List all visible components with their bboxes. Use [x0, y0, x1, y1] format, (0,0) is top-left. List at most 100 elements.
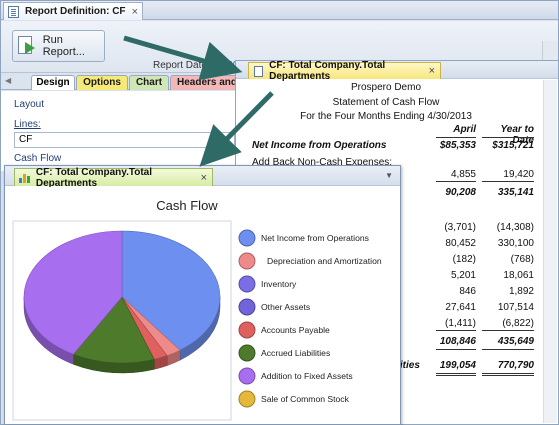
net-income-ytd: $315,721	[492, 140, 534, 151]
legend-marker	[238, 298, 256, 316]
row-ytd: (6,822)	[502, 318, 534, 329]
tab-chart[interactable]: Chart	[129, 75, 169, 90]
statement-body: Prospero Demo Statement of Cash Flow For…	[236, 79, 558, 424]
legend-marker	[238, 252, 256, 270]
row-april: 5,201	[450, 270, 476, 281]
row-april: (3,701)	[444, 222, 476, 233]
legend-marker	[238, 321, 256, 339]
row-april: (182)	[452, 254, 476, 265]
pie-slice[interactable]	[72, 296, 155, 364]
chevron-down-icon[interactable]: ▼	[385, 171, 393, 180]
tab-report-definition-label: Report Definition: CF	[25, 6, 126, 17]
row-ytd: 19,420	[503, 169, 534, 180]
pie-slice[interactable]	[23, 230, 123, 355]
company-name: Prospero Demo	[350, 82, 422, 93]
chart-area: Cash Flow Net Income from Operations Depr…	[5, 187, 400, 424]
legend-label: Other Assets	[261, 302, 310, 312]
tab-chart-view-label: CF: Total Company.Total Departments	[35, 166, 152, 189]
document-icon	[254, 65, 264, 77]
run-report-button[interactable]: Run Report...	[12, 30, 105, 62]
statement-scrollbar[interactable]	[543, 80, 557, 423]
plot-frame	[12, 220, 232, 421]
divider	[436, 137, 476, 138]
tab-options[interactable]: Options	[76, 75, 128, 90]
legend-label: Inventory	[261, 279, 297, 289]
tab-statement[interactable]: CF: Total Company.Total Departments ×	[248, 60, 441, 82]
divider	[482, 349, 534, 350]
divider	[436, 373, 476, 374]
row-ytd: 107,514	[497, 302, 534, 313]
legend: Net Income from Operations Depreciation a…	[238, 229, 382, 408]
legend-marker	[238, 390, 256, 408]
stmt-tabstrip: CF: Total Company.Total Departments ×	[236, 60, 558, 82]
def-tabstrip: Report Definition: CF ×	[1, 1, 558, 20]
def-subtabs: ◀ Design Options Chart Headers and	[1, 74, 242, 90]
row-april: 80,452	[445, 238, 476, 249]
legend-marker	[238, 344, 256, 362]
row-april: 27,641	[445, 302, 476, 313]
divider	[482, 137, 534, 138]
document-icon	[8, 5, 19, 18]
legend-marker	[238, 367, 256, 385]
legend-marker	[238, 229, 256, 247]
scroll-left-icon[interactable]: ◀	[5, 76, 12, 85]
row-ytd: 435,649	[497, 336, 534, 347]
statement-title: Statement of Cash Flow	[332, 97, 440, 108]
row-label-fragment: rities	[396, 360, 420, 371]
row-april: 108,846	[439, 336, 476, 347]
close-icon[interactable]: ×	[428, 65, 435, 77]
lines-label: Lines:	[14, 119, 41, 130]
tab-design[interactable]: Design	[31, 75, 75, 90]
tab-headers[interactable]: Headers and	[170, 75, 242, 90]
pie-chart: Cash Flow Net Income from Operations Depr…	[12, 198, 382, 421]
divider	[436, 349, 476, 350]
chart-window: CF: Total Company.Total Departments × ▼ …	[4, 165, 401, 425]
divider	[436, 330, 476, 331]
divider	[482, 330, 534, 331]
row-ytd: 770,790	[497, 360, 534, 371]
row-ytd: (14,308)	[496, 222, 534, 233]
legend-label: Net Income from Operations	[261, 233, 369, 243]
row-ytd: 330,100	[497, 238, 534, 249]
legend-label: Accrued Liabilities	[261, 348, 330, 358]
legend-label: Depreciation and Amortization	[267, 256, 382, 266]
addback-label: Add Back Non-Cash Expenses:	[252, 157, 393, 168]
period-text: For the Four Months Ending 4/30/2013	[300, 111, 472, 122]
layout-heading: Layout	[14, 99, 45, 110]
legend-marker	[238, 275, 256, 293]
net-income-april: $85,353	[439, 140, 476, 151]
divider	[482, 373, 534, 374]
run-report-label: Run Report...	[42, 34, 85, 58]
row-ytd: 1,892	[508, 286, 534, 297]
tab-report-definition[interactable]: Report Definition: CF ×	[3, 2, 143, 20]
row-april: 4,855	[450, 169, 476, 180]
chart-tabstrip: CF: Total Company.Total Departments × ▼	[5, 166, 400, 189]
legend-label: Sale of Common Stock	[261, 394, 350, 404]
divider	[482, 181, 534, 182]
bar-chart-icon	[19, 172, 31, 183]
column-header-ytd: Year to Date	[500, 124, 534, 146]
column-header-april: April	[453, 124, 476, 135]
design-panel: Layout Lines: CF Cash Flow	[1, 91, 237, 171]
pie-group	[23, 230, 221, 374]
legend-label: Accounts Payable	[261, 325, 330, 335]
row-ytd: 18,061	[503, 270, 534, 281]
run-report-icon	[18, 36, 37, 56]
close-icon[interactable]: ×	[131, 5, 138, 18]
tab-statement-label: CF: Total Company.Total Departments	[269, 60, 386, 82]
row-april: 846	[459, 286, 476, 297]
close-icon[interactable]: ×	[200, 171, 207, 184]
row-april: (1,411)	[445, 318, 476, 329]
tab-chart-view[interactable]: CF: Total Company.Total Departments ×	[14, 166, 213, 189]
cashflow-label: Cash Flow	[14, 153, 62, 164]
row-ytd: (768)	[510, 254, 534, 265]
net-income-label: Net Income from Operations	[252, 140, 387, 151]
row-ytd: 335,141	[497, 187, 534, 198]
chart-title: Cash Flow	[156, 198, 218, 213]
pie-slice[interactable]	[121, 230, 221, 351]
row-april: 90,208	[445, 187, 476, 198]
lines-field[interactable]: CF	[14, 132, 235, 148]
row-april: 199,054	[439, 360, 476, 371]
divider	[436, 181, 476, 182]
